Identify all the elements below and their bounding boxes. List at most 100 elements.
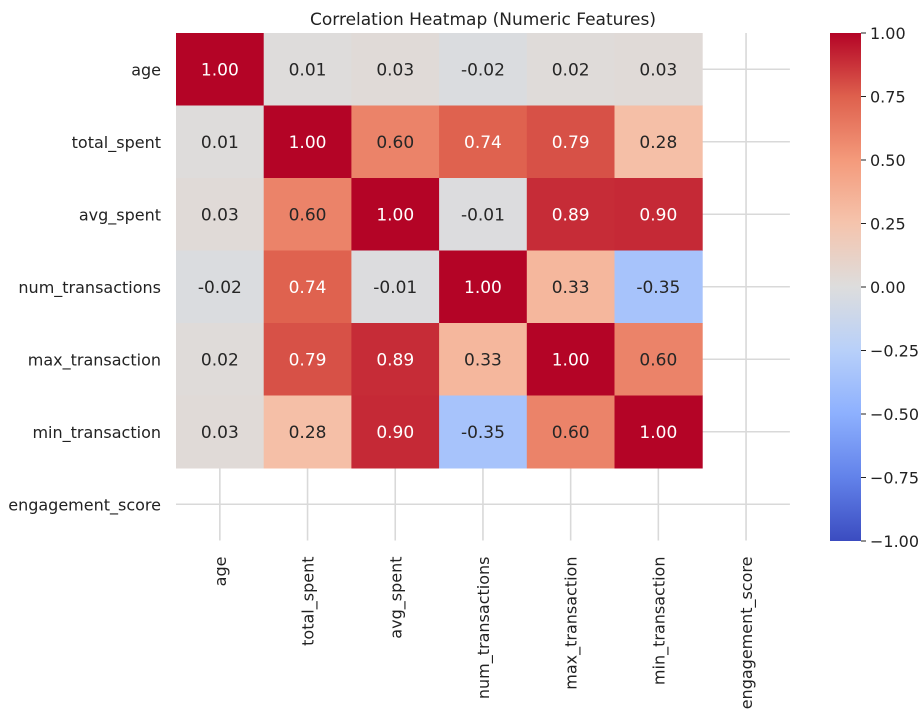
y-tick-label: max_transaction [28,350,161,370]
heatmap-cell [614,178,703,251]
heatmap-cell [614,250,703,324]
cell-value-label: 0.03 [639,60,677,80]
heatmap-cell [526,178,615,251]
heatmap-cell [439,105,528,179]
heatmap-cell [614,105,703,179]
cell-value-label: 1.00 [201,60,239,80]
heatmap-cell [351,105,440,179]
colorbar-tick-label: −0.25 [870,342,919,361]
cell-value-label: 0.03 [376,60,414,80]
heatmap-cell [351,395,440,469]
cell-value-label: -0.02 [198,278,242,298]
x-tick-label: age [211,557,230,587]
heatmap-cell [263,323,352,396]
cell-value-label: -0.01 [461,205,505,225]
cell-value-label: 0.33 [552,278,590,298]
cell-value-label: 0.60 [289,205,327,225]
heatmap-cell [439,250,528,324]
heatmap-cell [263,33,352,106]
heatmap-cell [526,33,615,106]
heatmap-cell [351,323,440,396]
x-tick-label: avg_spent [386,557,406,639]
colorbar-tick-label: −1.00 [870,532,919,551]
y-tick-label: age [131,60,161,79]
colorbar-tick-label: −0.75 [870,469,919,488]
cell-value-label: 0.33 [464,350,502,370]
cell-value-label: 0.60 [552,423,590,443]
heatmap-cell [614,33,703,106]
colorbar-tick-label: 0.00 [870,278,906,297]
heatmap-cell [351,33,440,106]
heatmap-cell [439,323,528,396]
colorbar: 1.00 0.75 0.50 0.25 0.00 −0.25 −0.50 −0.75 −1.00 [830,24,919,551]
y-tick-label: engagement_score [8,495,161,515]
heatmap-cell [526,105,615,179]
cell-value-label: 0.89 [552,205,590,225]
heatmap-cell [614,395,703,469]
y-tick-label: min_transaction [32,423,161,443]
cell-value-label: 1.00 [376,205,414,225]
heatmap-cell [176,250,265,324]
x-tick-label: max_transaction [562,557,582,690]
x-tick-label: total_spent [299,557,319,646]
cell-value-label: 0.79 [289,350,327,370]
cell-value-label: 1.00 [552,350,590,370]
x-tick-label: engagement_score [737,557,757,710]
heatmap-cell [263,105,352,179]
cell-value-label: 0.74 [464,133,502,153]
heatmap-cell [526,395,615,469]
cell-value-label: 0.03 [201,205,239,225]
heatmap-cell [176,105,265,179]
y-tick-label: num_transactions [18,278,161,298]
cell-value-label: 0.28 [639,133,677,153]
heatmap-cell [176,33,265,106]
x-tick-label: min_transaction [649,557,669,686]
colorbar-tick-label: 0.25 [870,215,906,234]
cell-value-label: 0.60 [639,350,677,370]
y-axis-ticks: age total_spent avg_spent num_transactionsm… [8,60,161,515]
colorbar-tick-label: −0.50 [870,405,919,424]
heatmap-cell [439,178,528,251]
colorbar-gradient [830,33,861,541]
cell-value-label: 0.02 [201,350,239,370]
heatmap-cell [526,250,615,324]
cell-value-label: 0.60 [376,133,414,153]
cell-value-label: 0.01 [289,60,327,80]
cell-value-label: 0.02 [552,60,590,80]
heatmap-cell [176,395,265,469]
heatmap-cell [351,178,440,251]
cell-value-label: 0.90 [639,205,677,225]
cell-value-label: 0.89 [376,350,414,370]
heatmap-cell [439,33,528,106]
heatmap-cell [263,250,352,324]
cell-value-label: 0.03 [201,423,239,443]
heatmap-cell [263,395,352,469]
cell-value-label: 0.01 [201,133,239,153]
cell-annotations: 1.00 0.01 0.03 -0.02 0.02 0.03 0.01 1.00 0.60 0.7… [198,60,680,443]
y-tick-label: avg_spent [79,205,161,225]
cell-value-label: -0.35 [461,423,505,443]
cell-value-label: 1.00 [289,133,327,153]
cell-value-label: 0.79 [552,133,590,153]
cell-value-label: -0.01 [373,278,417,298]
cell-value-label: 1.00 [464,278,502,298]
heatmap-cell [614,323,703,396]
x-axis-ticks: age total_spent avg_spent num_transactions m… [211,557,757,710]
heatmap-cell [351,250,440,324]
heatmap-cell [176,178,265,251]
heatmap-cell [176,323,265,396]
cell-value-label: -0.35 [636,278,680,298]
colorbar-tick-label: 0.50 [870,151,906,170]
heatmap-cell [526,323,615,396]
cell-value-label: 0.90 [376,423,414,443]
colorbar-tick-label: 0.75 [870,88,906,107]
heatmap-cell [263,178,352,251]
cell-value-label: 0.74 [289,278,327,298]
cell-value-label: -0.02 [461,60,505,80]
cell-value-label: 1.00 [639,423,677,443]
heatmap-cells [176,33,703,469]
cell-value-label: 0.28 [289,423,327,443]
x-tick-label: num_transactions [474,557,494,700]
